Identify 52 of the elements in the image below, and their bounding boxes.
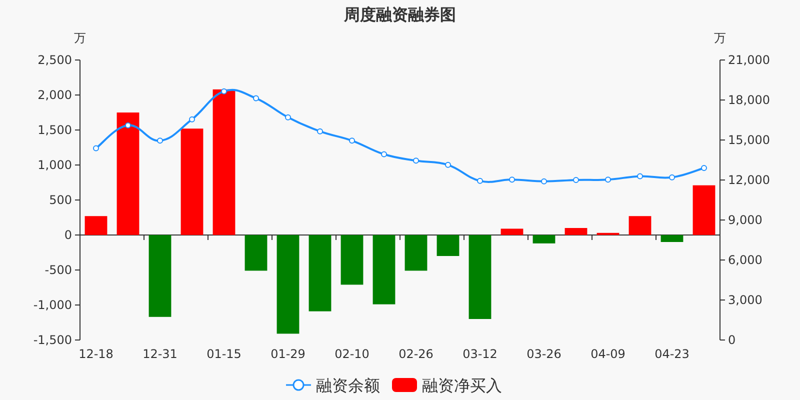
y2-tick-label: 3,000	[728, 293, 762, 307]
y2-tick-label: 6,000	[728, 253, 762, 267]
point	[413, 158, 419, 164]
y-tick-label: -1,000	[33, 298, 72, 312]
point	[637, 173, 643, 180]
point	[125, 122, 131, 128]
y-tick-label: 1,500	[38, 123, 72, 137]
x-tick-label: 04-09	[590, 347, 626, 361]
point	[573, 177, 579, 183]
point	[349, 138, 355, 144]
y2-tick-label: 0	[728, 333, 736, 347]
point	[93, 145, 99, 152]
legend-label: 融资净买入	[422, 376, 502, 395]
y-tick-label: -1,500	[33, 333, 72, 347]
chart-title: 周度融资融券图	[343, 5, 456, 24]
y2-tick-label: 18,000	[728, 93, 770, 107]
point	[509, 176, 515, 183]
y2-tick-label: 15,000	[728, 133, 770, 147]
x-tick-label: 01-29	[270, 347, 306, 361]
point	[477, 178, 483, 184]
point	[605, 176, 611, 183]
point	[317, 128, 323, 134]
y-tick-label: 0	[64, 228, 72, 242]
y-tick-label: 1,000	[38, 158, 72, 172]
point	[381, 151, 387, 158]
point	[669, 174, 675, 180]
x-tick-label: 02-26	[398, 347, 434, 361]
y-axis-title: 万	[74, 31, 86, 45]
point	[541, 178, 547, 184]
x-tick-label: 12-31	[142, 347, 178, 361]
y-tick-label: -500	[44, 263, 72, 277]
x-tick-label: 01-15	[206, 347, 242, 361]
y2-axis-title: 万	[714, 31, 726, 45]
y2-tick-label: 21,000	[728, 53, 770, 67]
point	[285, 114, 291, 120]
y-tick-label: 500	[49, 193, 72, 207]
y-tick-label: 2,500	[38, 53, 72, 67]
point	[445, 162, 451, 168]
point	[189, 116, 195, 122]
point	[221, 88, 227, 94]
x-tick-label: 02-10	[334, 347, 370, 361]
legend-label: 融资余额	[316, 376, 380, 395]
y2-tick-label: 9,000	[728, 213, 762, 227]
point	[701, 165, 707, 171]
point	[253, 95, 259, 102]
y-tick-label: 2,000	[38, 88, 72, 102]
x-tick-label: 03-12	[462, 347, 498, 361]
point	[157, 138, 163, 144]
y2-tick-label: 12,000	[728, 173, 770, 187]
x-tick-label: 03-26	[526, 347, 562, 361]
x-tick-label: 04-23	[654, 347, 690, 361]
x-tick-label: 12-18	[78, 347, 114, 361]
